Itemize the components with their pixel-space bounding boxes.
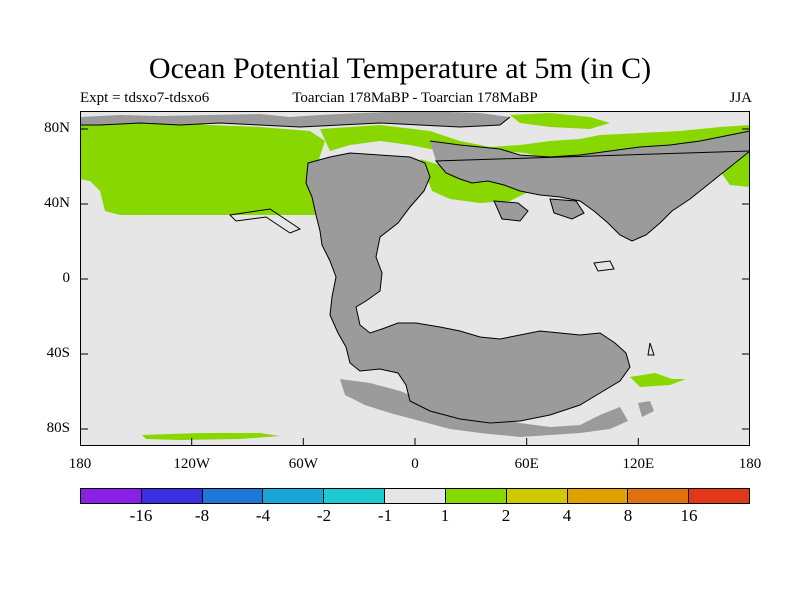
chart-title: Ocean Potential Temperature at 5m (in C) bbox=[148, 52, 652, 85]
tick-marks bbox=[80, 128, 750, 446]
x-tick-120w: 120W bbox=[173, 456, 211, 472]
colorbar-label: -8 bbox=[194, 506, 210, 525]
antarctic-coast bbox=[340, 379, 628, 437]
south-pacific-warm-strip bbox=[142, 433, 280, 440]
arctic-top-warm-patch bbox=[510, 113, 610, 129]
east-coastline bbox=[429, 130, 750, 242]
temperature-map bbox=[80, 111, 750, 446]
colorbar-box-8 bbox=[567, 489, 629, 503]
colorbar bbox=[80, 488, 750, 504]
warm-anomaly-patches bbox=[80, 113, 750, 440]
coastlines bbox=[80, 116, 750, 424]
southern-ocean-warm-patch bbox=[630, 373, 686, 387]
arctic-coastline bbox=[80, 116, 511, 128]
colorbar-box-6 bbox=[445, 489, 507, 503]
colorbar-label: 8 bbox=[623, 506, 633, 525]
colorbar-box-2 bbox=[202, 489, 264, 503]
x-tick-180-west: 180 bbox=[68, 456, 92, 472]
x-tick-120e: 120E bbox=[622, 456, 655, 472]
colorbar-box-9 bbox=[628, 489, 690, 503]
period-label: Toarcian 178MaBP - Toarcian 178MaBP bbox=[292, 90, 538, 106]
y-tick-80s: 80S bbox=[46, 420, 70, 436]
north-pacific-warm-patch bbox=[80, 119, 325, 215]
colorbar-label: 2 bbox=[501, 506, 511, 525]
colorbar-label: 4 bbox=[562, 506, 572, 525]
colorbar-label: 1 bbox=[440, 506, 450, 525]
colorbar-label: -16 bbox=[129, 506, 153, 525]
colorbar-label: -4 bbox=[255, 506, 271, 525]
x-tick-60e: 60E bbox=[514, 456, 539, 472]
y-tick-80n: 80N bbox=[44, 120, 70, 136]
colorbar-label: -2 bbox=[316, 506, 332, 525]
x-tick-60w: 60W bbox=[288, 456, 318, 472]
colorbar-box-7 bbox=[506, 489, 568, 503]
x-tick-0: 0 bbox=[411, 456, 419, 472]
colorbar-label: 16 bbox=[680, 506, 698, 525]
x-tick-180-east: 180 bbox=[738, 456, 762, 472]
north-arctic-land bbox=[80, 111, 510, 127]
colorbar-box-3 bbox=[263, 489, 325, 503]
y-tick-40n: 40N bbox=[44, 195, 70, 211]
colorbar-box-1 bbox=[141, 489, 203, 503]
y-tick-0: 0 bbox=[62, 270, 71, 286]
pangaea-coastline bbox=[305, 152, 631, 424]
colorbar-box-0 bbox=[81, 489, 142, 503]
colorbar-label: -1 bbox=[377, 506, 393, 525]
experiment-label: Expt = tdsxo7-tdsxo6 bbox=[80, 90, 210, 106]
island-coastlines bbox=[228, 198, 655, 356]
season-label: JJA bbox=[729, 90, 752, 106]
y-tick-40s: 40S bbox=[46, 345, 70, 361]
colorbar-box-10 bbox=[689, 489, 749, 503]
pangaea-west bbox=[306, 153, 630, 423]
colorbar-box-5 bbox=[385, 489, 446, 503]
arctic-warm-band bbox=[320, 125, 750, 159]
colorbar-box-4 bbox=[324, 489, 386, 503]
southeast-island bbox=[638, 401, 654, 417]
